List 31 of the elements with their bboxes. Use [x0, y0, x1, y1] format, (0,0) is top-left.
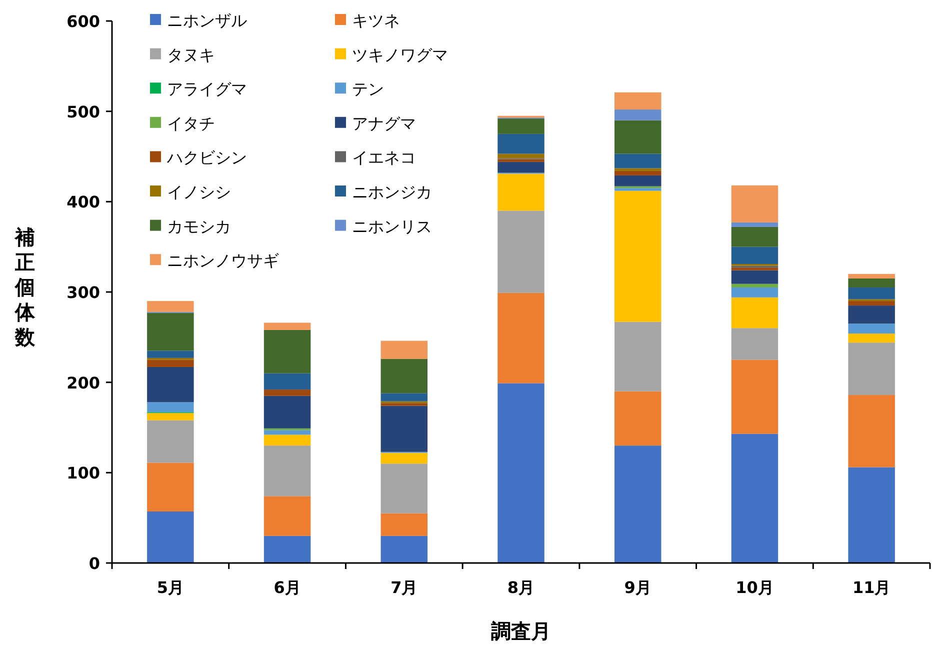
y-tick-label: 400 — [66, 192, 100, 212]
legend-label: カモシカ — [167, 216, 231, 236]
y-tick-label: 0 — [88, 554, 100, 573]
x-tick-label: 7月 — [390, 578, 418, 597]
y-tick-label: 100 — [66, 464, 100, 483]
x-tick-label: 9月 — [624, 578, 652, 597]
legend-label: アライグマ — [167, 80, 247, 99]
legend-label: イノシシ — [167, 182, 231, 202]
legend-label: テン — [352, 80, 384, 99]
legend-label: イエネコ — [352, 148, 416, 168]
legend-label: アナグマ — [352, 114, 416, 133]
legend-label: ニホンノウサギ — [167, 251, 279, 270]
legend-label: ニホンザル — [167, 11, 247, 30]
x-axis-title: 調査月 — [491, 619, 551, 643]
legend-label: イタチ — [167, 114, 215, 133]
legend-label: ニホンリス — [352, 216, 432, 236]
x-tick-label: 10月 — [736, 578, 774, 597]
legend-label: キツネ — [352, 11, 400, 30]
y-tick-label: 500 — [66, 102, 100, 122]
legend-label: ツキノワグマ — [352, 45, 448, 64]
y-axis-title: 補正個体数 — [14, 225, 36, 349]
legend-label: ハクビシン — [166, 148, 247, 168]
legend-label: タヌキ — [167, 45, 215, 64]
x-tick-label: 8月 — [507, 578, 535, 597]
x-tick-label: 6月 — [274, 578, 301, 597]
x-tick-label: 11月 — [852, 578, 891, 597]
y-tick-label: 600 — [66, 12, 100, 31]
y-tick-label: 200 — [66, 373, 100, 392]
x-tick-label: 5月 — [156, 578, 184, 597]
y-tick-label: 300 — [66, 283, 100, 302]
legend-label: ニホンジカ — [352, 182, 432, 202]
